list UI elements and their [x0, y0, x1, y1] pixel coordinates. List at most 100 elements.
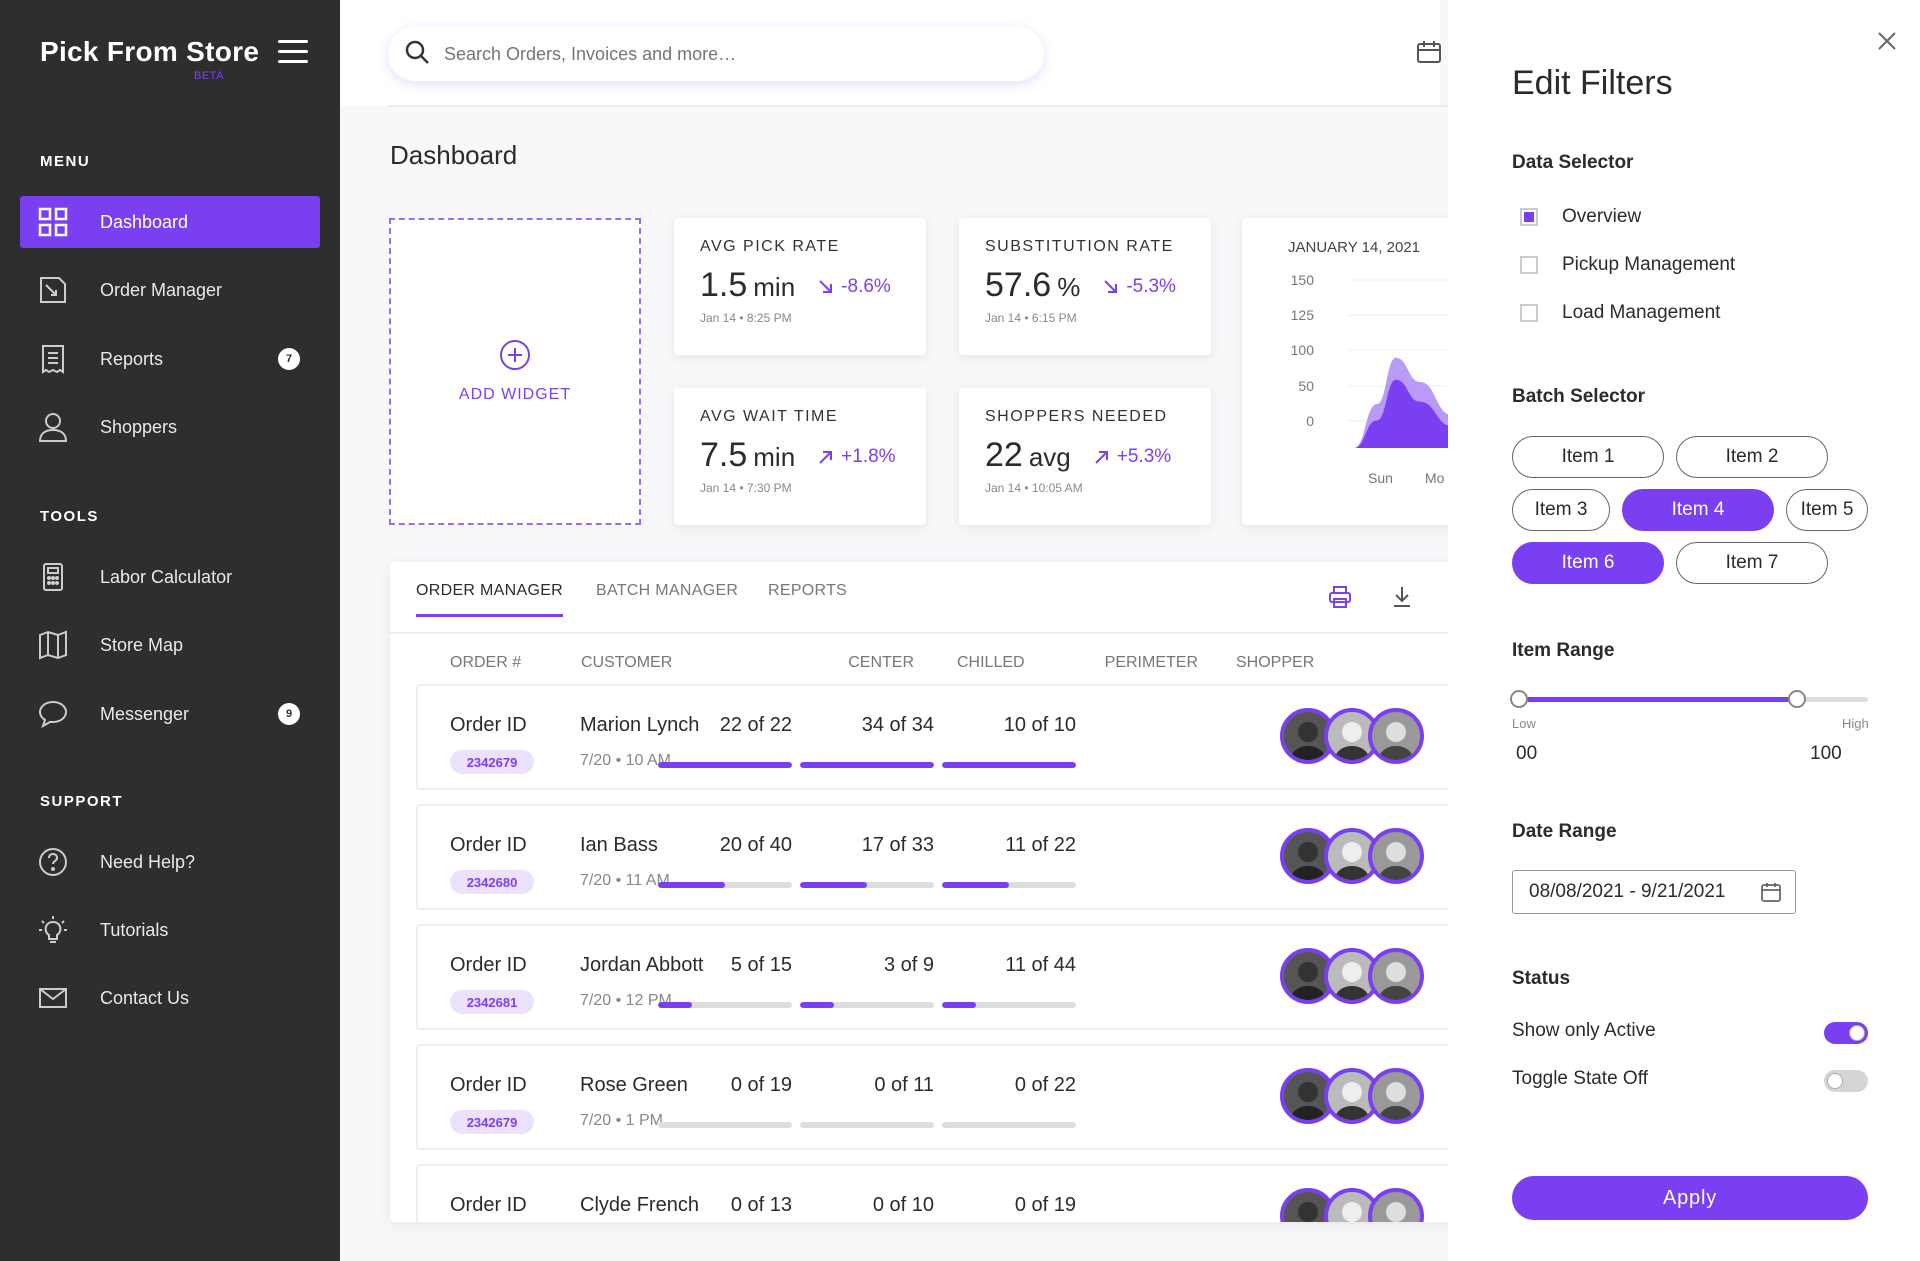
kpi-timestamp: Jan 14 • 7:30 PM [700, 481, 792, 495]
table-row[interactable]: Order ID 2342679 Marion Lynch 7/20 • 10 AM 2… [416, 684, 1470, 790]
chilled-progress-bar [800, 1002, 934, 1008]
kpi-card-substitution-rate: SUBSTITUTION RATE 57.6% -5.3% Jan 14 • 6… [959, 218, 1211, 355]
col-header-shopper: SHOPPER [1236, 654, 1315, 671]
tab-order-manager[interactable]: ORDER MANAGER [416, 582, 564, 617]
area-chart: JANUARY 14, 2021 150 125 100 50 0 Sun Mo [1288, 239, 1482, 486]
sidebar-item-label: Reports [100, 348, 164, 369]
checkbox-overview[interactable]: Overview [1520, 206, 1641, 228]
batch-item-1[interactable]: Item 1 [1512, 436, 1664, 478]
center-progress-bar [658, 882, 792, 888]
checkbox-pickup-management[interactable]: Pickup Management [1520, 254, 1735, 276]
progress-fill [800, 762, 934, 768]
search-bar[interactable] [388, 27, 1044, 81]
order-time: 7/20 • 11 AM [580, 872, 670, 889]
sidebar-item-shoppers[interactable]: Shoppers [20, 401, 320, 453]
batch-item-5[interactable]: Item 5 [1786, 489, 1868, 531]
slider-low-handle[interactable] [1510, 690, 1528, 708]
help-icon [38, 847, 68, 877]
slider-high-handle[interactable] [1787, 690, 1806, 708]
shopper-avatar[interactable] [1368, 708, 1424, 764]
y-tick-label: 125 [1291, 307, 1315, 323]
order-time: 7/20 • 12 PM [580, 992, 672, 1009]
sidebar-item-dashboard[interactable]: Dashboard [20, 196, 320, 248]
sidebar-item-reports[interactable]: Reports 7 [20, 333, 320, 385]
shopper-avatar[interactable] [1368, 1188, 1424, 1222]
table-row[interactable]: Order ID 2342679 Rose Green 7/20 • 1 PM 0 of… [416, 1044, 1470, 1150]
shopper-avatar[interactable] [1324, 708, 1380, 764]
arrow-down-right-icon [819, 280, 833, 293]
progress-fill [658, 882, 725, 888]
sidebar-item-contact-us[interactable]: Contact Us [20, 972, 320, 1024]
download-icon[interactable] [1392, 586, 1412, 613]
calendar-icon[interactable] [1761, 882, 1781, 908]
table-row[interactable]: Order ID 2342680 Ian Bass 7/20 • 11 AM 20 of… [416, 804, 1470, 910]
sidebar-item-tutorials[interactable]: Tutorials [20, 904, 320, 956]
item-range-slider[interactable] [1510, 690, 1868, 708]
grid-icon [38, 207, 68, 237]
table-row[interactable]: Order ID 2342681 Jordan Abbott 7/20 • 12 PM… [416, 924, 1470, 1030]
shopper-avatar[interactable] [1368, 1068, 1424, 1124]
col-header-chilled: CHILLED [957, 654, 1025, 671]
checkbox-box[interactable] [1520, 208, 1538, 226]
x-tick-label: Mo [1425, 470, 1445, 486]
shopper-avatar[interactable] [1368, 948, 1424, 1004]
shopper-avatar[interactable] [1368, 828, 1424, 884]
batch-item-3[interactable]: Item 3 [1512, 489, 1610, 531]
add-widget-label: ADD WIDGET [458, 386, 572, 403]
date-range-field[interactable]: 08/08/2021 - 9/21/2021 [1512, 870, 1796, 914]
chilled-progress-text: 0 of 11 [874, 1074, 934, 1096]
y-tick-label: 100 [1291, 342, 1315, 358]
toggle-state-off[interactable] [1824, 1070, 1868, 1092]
batch-item-7[interactable]: Item 7 [1676, 542, 1828, 584]
close-icon[interactable] [1876, 30, 1898, 52]
date-range-value: 08/08/2021 - 9/21/2021 [1529, 881, 1726, 902]
hamburger-menu-icon[interactable] [278, 40, 308, 64]
col-header-customer: CUSTOMER [581, 654, 673, 671]
calculator-icon [38, 562, 68, 592]
sidebar-item-messenger[interactable]: Messenger 9 [20, 688, 320, 740]
sidebar-item-label: Dashboard [100, 211, 189, 232]
checkbox-box[interactable] [1520, 304, 1538, 322]
sidebar-item-labor-calculator[interactable]: Labor Calculator [20, 551, 320, 603]
tab-reports[interactable]: REPORTS [768, 582, 848, 599]
order-id-badge: 2342679 [450, 1110, 534, 1134]
print-icon[interactable] [1328, 586, 1352, 613]
receipt-icon [38, 344, 68, 374]
add-widget-button[interactable]: ADD WIDGET [389, 218, 641, 525]
sidebar-item-store-map[interactable]: Store Map [20, 619, 320, 671]
orders-panel: ORDER MANAGER BATCH MANAGER REPORTS ORDE… [390, 562, 1470, 1222]
table-row[interactable]: Order ID Clyde French 0 of 13 0 of 10 0 of 1… [416, 1164, 1470, 1222]
checkbox-box[interactable] [1520, 256, 1538, 274]
tab-batch-manager[interactable]: BATCH MANAGER [596, 582, 739, 599]
batch-item-2[interactable]: Item 2 [1676, 436, 1828, 478]
chilled-progress-text: 3 of 9 [883, 954, 934, 976]
sidebar-item-label: Need Help? [100, 851, 196, 872]
calendar-icon[interactable] [1416, 40, 1442, 69]
sidebar: Pick From Store BETA MENU Dashboard Orde… [0, 0, 340, 1261]
sidebar-item-order-manager[interactable]: Order Manager [20, 264, 320, 316]
kpi-unit: % [1057, 272, 1081, 302]
batch-item-4[interactable]: Item 4 [1622, 489, 1774, 531]
toggle-label-state-off: Toggle State Off [1512, 1068, 1648, 1089]
batch-item-6[interactable]: Item 6 [1512, 542, 1664, 584]
sidebar-item-need-help[interactable]: Need Help? [20, 836, 320, 888]
apply-button[interactable]: Apply [1512, 1176, 1868, 1220]
range-high-value: 100 [1810, 743, 1842, 764]
customer-name: Rose Green [580, 1074, 688, 1096]
shopper-avatars [1280, 708, 1424, 764]
kpi-delta: -5.3% [1126, 276, 1176, 297]
sidebar-item-label: Contact Us [100, 987, 190, 1008]
y-tick-label: 50 [1298, 378, 1314, 394]
search-input[interactable] [444, 43, 984, 65]
kpi-delta: -8.6% [841, 276, 891, 297]
order-id-label: Order ID [450, 714, 527, 736]
range-high-label: High [1842, 716, 1869, 731]
progress-fill [800, 1002, 834, 1008]
data-selector-title: Data Selector [1512, 152, 1634, 173]
progress-fill [658, 1002, 692, 1008]
checkbox-load-management[interactable]: Load Management [1520, 302, 1720, 324]
toggle-show-only-active[interactable] [1824, 1022, 1868, 1044]
sidebar-item-label: Order Manager [100, 279, 223, 300]
checkbox-label: Overview [1562, 206, 1642, 227]
sidebar-item-label: Store Map [100, 634, 184, 655]
